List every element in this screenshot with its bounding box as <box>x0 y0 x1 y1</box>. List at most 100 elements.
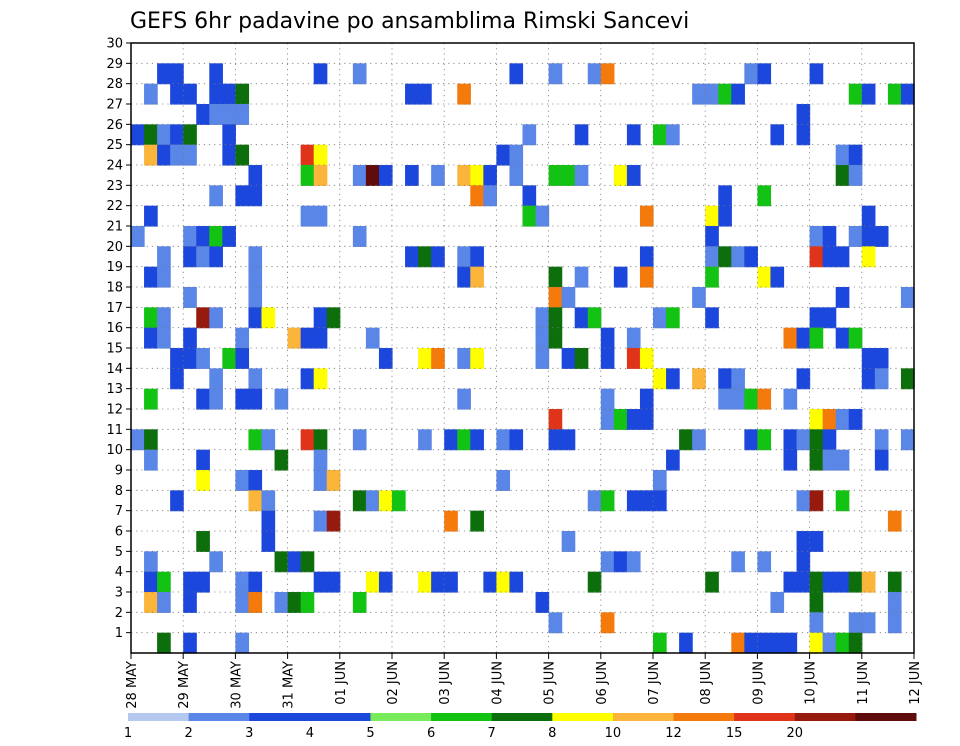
heatmap-cell <box>535 348 550 369</box>
heatmap-cell <box>157 266 171 288</box>
heatmap-cell <box>561 531 576 552</box>
heatmap-cell <box>248 470 263 491</box>
heatmap-cell <box>796 571 811 593</box>
heatmap-cell <box>887 571 902 593</box>
heatmap-cell <box>365 571 380 593</box>
heatmap-cell <box>248 388 263 410</box>
heatmap-cell <box>470 266 484 288</box>
heatmap-cell <box>144 551 158 573</box>
heatmap-cell <box>626 165 641 186</box>
heatmap-cell <box>183 592 197 613</box>
heatmap-cell <box>170 368 184 390</box>
legend-label: 20 <box>786 726 803 741</box>
heatmap-cell <box>300 429 315 451</box>
y-tick-label: 9 <box>115 464 123 479</box>
heatmap-cell <box>861 226 876 247</box>
legend-label: 12 <box>665 726 682 741</box>
heatmap-cell <box>744 63 758 85</box>
heatmap-cell <box>731 246 745 268</box>
heatmap-cell <box>196 388 210 410</box>
heatmap-cell <box>705 571 719 593</box>
heatmap-cell <box>235 571 250 593</box>
heatmap-cell <box>509 571 524 593</box>
heatmap-cell <box>313 470 328 491</box>
heatmap-cell <box>457 429 471 451</box>
x-tick-label: 29 MAY <box>177 661 192 709</box>
heatmap-cell <box>378 490 393 512</box>
heatmap-cell <box>809 571 824 593</box>
heatmap-cell <box>848 327 863 349</box>
heatmap-cell <box>613 266 628 288</box>
heatmap-cell <box>626 124 641 146</box>
heatmap-cell <box>183 327 197 349</box>
y-tick-label: 29 <box>106 57 123 72</box>
heatmap-cell <box>796 490 811 512</box>
heatmap-cell <box>365 490 380 512</box>
heatmap-cell <box>405 165 419 186</box>
heatmap-cell <box>822 409 837 430</box>
heatmap-cell <box>679 429 693 451</box>
heatmap-cell <box>313 327 328 349</box>
heatmap-cell <box>848 83 863 105</box>
heatmap-cell <box>261 307 276 329</box>
heatmap-cell <box>196 531 210 552</box>
heatmap-cell <box>874 348 889 369</box>
heatmap-cell <box>887 83 902 105</box>
heatmap-cell <box>222 348 236 369</box>
heatmap-cell <box>653 307 667 329</box>
heatmap-cell <box>639 205 654 227</box>
heatmap-cell <box>626 490 641 512</box>
x-tick-label: 05 JUN <box>543 661 558 705</box>
heatmap-cell <box>431 165 445 186</box>
heatmap-cell <box>705 246 719 268</box>
heatmap-cell <box>718 388 732 410</box>
heatmap-cell <box>235 83 250 105</box>
heatmap-cell <box>405 83 419 105</box>
heatmap-cell <box>196 307 210 329</box>
heatmap-cell <box>744 429 758 451</box>
heatmap-cell <box>274 592 289 613</box>
heatmap-cell <box>248 165 263 186</box>
heatmap-cell <box>692 83 706 105</box>
heatmap-cell <box>157 307 171 329</box>
y-tick-label: 4 <box>115 565 123 580</box>
x-axis: 28 MAY 29 MAY 30 MAY 31 MAY 01 JUN 02 JUN 03 J… <box>125 653 923 709</box>
heatmap-cell <box>835 571 850 593</box>
heatmap-cell <box>705 83 719 105</box>
heatmap-cell <box>887 612 902 634</box>
heatmap-cell <box>848 571 863 593</box>
heatmap-cell <box>509 429 524 451</box>
heatmap-cell <box>300 205 315 227</box>
heatmap-cell <box>170 348 184 369</box>
heatmap-cell <box>874 368 889 390</box>
legend-swatch <box>491 713 553 721</box>
heatmap-cell <box>587 490 602 512</box>
heatmap-cell <box>809 490 824 512</box>
heatmap-cell <box>144 205 158 227</box>
legend-swatch <box>370 713 432 721</box>
heatmap-cell <box>548 327 563 349</box>
heatmap-cell <box>483 185 497 207</box>
heatmap-cell <box>313 449 328 471</box>
heatmap-cell <box>783 449 798 471</box>
heatmap-cell <box>718 246 732 268</box>
heatmap-cell <box>848 632 863 654</box>
heatmap-cell <box>600 490 615 512</box>
heatmap-cell <box>809 226 824 247</box>
heatmap-cell <box>222 226 236 247</box>
heatmap-cell <box>548 612 563 634</box>
heatmap-cell <box>574 348 589 369</box>
x-tick-label: 31 MAY <box>282 661 297 709</box>
heatmap-cell <box>196 571 210 593</box>
heatmap-cell <box>235 327 250 349</box>
heatmap-cell <box>144 327 158 349</box>
heatmap-cell <box>274 551 289 573</box>
heatmap-cell <box>653 490 667 512</box>
heatmap-cell <box>248 571 263 593</box>
heatmap-cell <box>183 83 197 105</box>
heatmap-cell <box>574 165 589 186</box>
y-tick-label: 3 <box>115 586 123 601</box>
y-tick-label: 26 <box>106 118 123 133</box>
legend-label: 4 <box>306 726 314 741</box>
